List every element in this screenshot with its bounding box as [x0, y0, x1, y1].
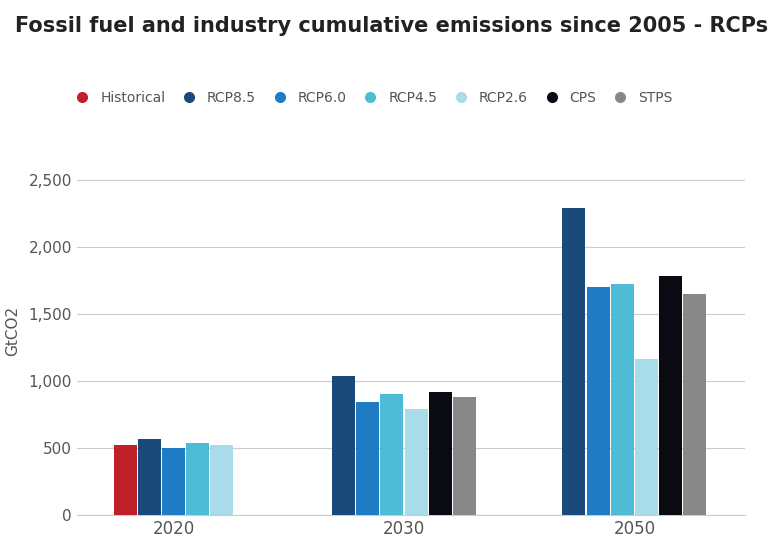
Bar	[187, 443, 209, 515]
Bar	[611, 285, 634, 515]
Bar	[114, 445, 137, 515]
Legend: Historical, RCP8.5, RCP6.0, RCP4.5, RCP2.6, CPS, STPS: Historical, RCP8.5, RCP6.0, RCP4.5, RCP2…	[68, 91, 673, 105]
Bar	[659, 276, 682, 515]
Bar	[210, 445, 233, 515]
Bar	[380, 394, 403, 515]
Bar	[684, 294, 707, 515]
Bar	[635, 359, 658, 515]
Bar	[162, 448, 185, 515]
Bar	[453, 397, 476, 515]
Bar	[562, 208, 585, 515]
Y-axis label: GtCO2: GtCO2	[5, 306, 20, 356]
Bar	[332, 376, 355, 515]
Text: Fossil fuel and industry cumulative emissions since 2005 - RCPs: Fossil fuel and industry cumulative emis…	[15, 16, 768, 36]
Bar	[429, 392, 452, 515]
Bar	[405, 409, 428, 515]
Bar	[587, 287, 610, 515]
Bar	[138, 439, 161, 515]
Bar	[356, 402, 379, 515]
